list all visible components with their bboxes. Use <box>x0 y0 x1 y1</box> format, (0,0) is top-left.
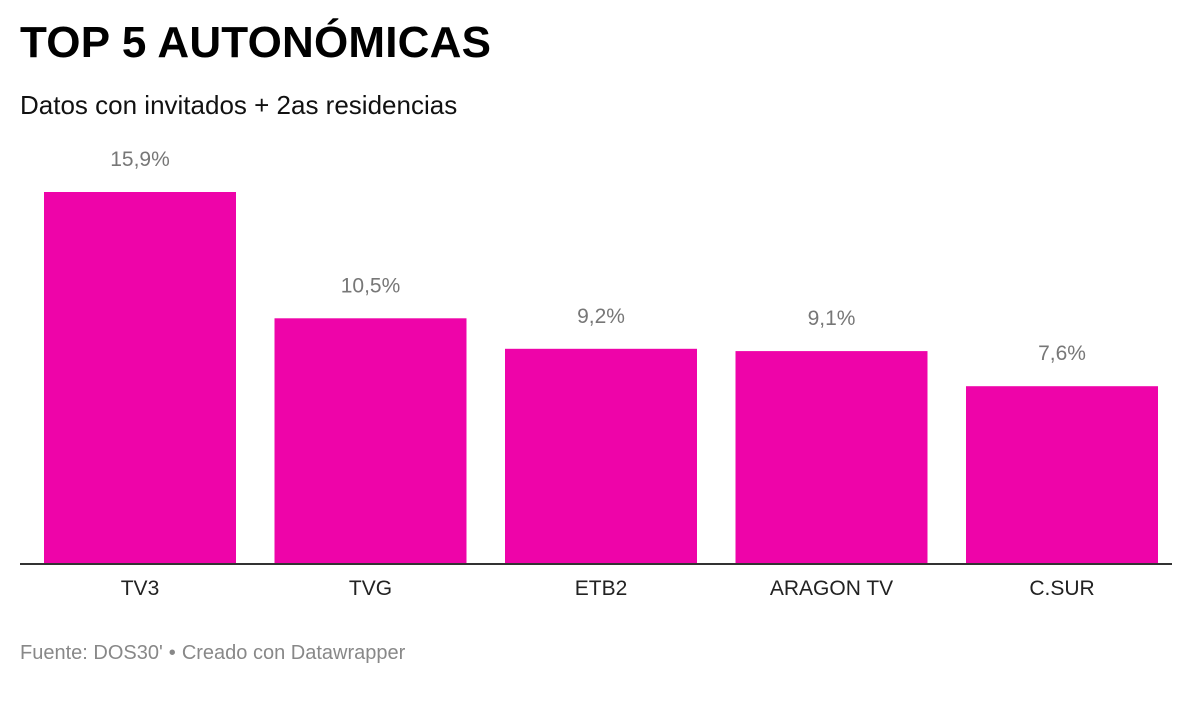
value-label: 7,6% <box>1038 342 1086 365</box>
bar-c-sur <box>966 386 1158 564</box>
value-label: 9,2% <box>577 305 625 328</box>
category-label: ARAGON TV <box>770 577 893 600</box>
category-label: TV3 <box>121 577 160 600</box>
value-label: 10,5% <box>341 274 401 297</box>
bar-tvg <box>274 318 467 564</box>
chart-subtitle: Datos con invitados + 2as residencias <box>20 90 458 120</box>
category-label: C.SUR <box>1029 577 1094 600</box>
bars-layer: 15,9% TV3 10,5% TVG 9,2% ETB2 9,1% ARAGON TV 7,6… <box>44 148 1158 600</box>
category-label: TVG <box>349 577 392 600</box>
bar-etb2 <box>505 348 697 564</box>
value-label: 15,9% <box>110 148 170 171</box>
chart-footer: Fuente: DOS30' • Creado con Datawrapper <box>20 642 405 665</box>
footer-separator: • <box>168 642 176 664</box>
value-label: 9,1% <box>808 307 856 330</box>
source-note: Fuente: DOS30' <box>20 642 163 664</box>
bar-chart: 15,9% TV3 10,5% TVG 9,2% ETB2 9,1% ARAGON TV 7,6… <box>20 148 1172 600</box>
credit-note: Creado con Datawrapper <box>181 642 406 664</box>
chart-title: TOP 5 AUTONÓMICAS <box>20 18 492 67</box>
category-label: ETB2 <box>575 577 628 600</box>
bar-aragon-tv <box>735 351 928 564</box>
bar-tv3 <box>44 192 236 564</box>
